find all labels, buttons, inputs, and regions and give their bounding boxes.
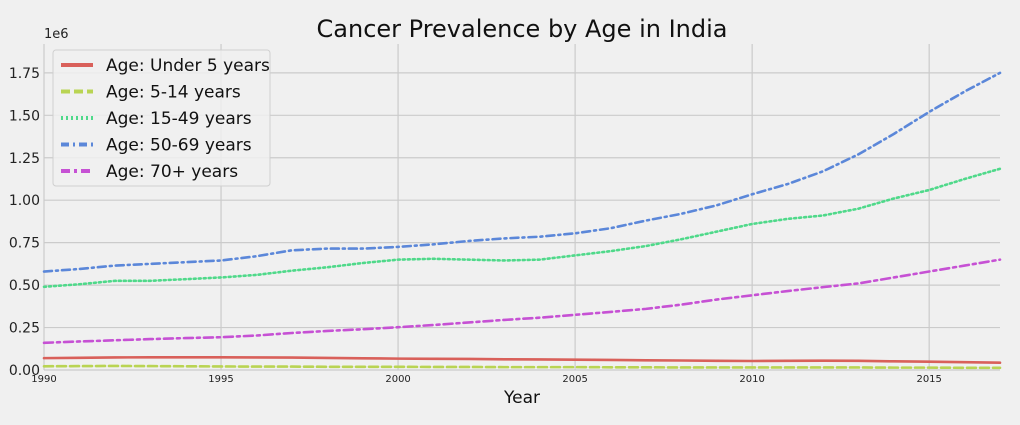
y-tick-label: 1.25 [9, 151, 40, 167]
series-line [42, 71, 1002, 273]
y-tick-label: 0.50 [9, 278, 40, 294]
legend-box [52, 49, 271, 187]
series-line [42, 364, 1002, 370]
x-tick-label: 1990 [31, 374, 56, 385]
x-tick-label: 2015 [916, 374, 941, 385]
x-axis-label: Year [503, 388, 540, 408]
legend-label: Age: 5-14 years [106, 83, 241, 103]
y-offset-text: 1e6 [44, 27, 69, 42]
x-tick-label: 2010 [739, 374, 764, 385]
x-tick-labels: 1990 1995 2000 2005 2010 2015 [31, 374, 942, 385]
legend-label: Age: 70+ years [106, 162, 238, 182]
series-line [42, 355, 1002, 364]
series-line [42, 258, 1002, 345]
legend-label: Age: 15-49 years [106, 109, 252, 129]
series-lines [42, 71, 1002, 370]
chart-title: Cancer Prevalence by Age in India [317, 15, 728, 43]
y-tick-label: 0.00 [9, 363, 40, 379]
y-tick-label: 1.50 [9, 108, 40, 124]
legend-label: Age: 50-69 years [106, 136, 252, 156]
series-line [42, 167, 1002, 289]
y-tick-label: 0.75 [9, 236, 40, 252]
y-tick-label: 1.00 [9, 193, 40, 209]
x-tick-label: 1995 [208, 374, 233, 385]
x-tick-label: 2000 [385, 374, 410, 385]
legend-label: Age: Under 5 years [106, 56, 270, 76]
y-tick-label: 1.75 [9, 66, 40, 82]
legend: Age: Under 5 years Age: 5-14 years Age: 15… [52, 49, 271, 187]
y-tick-label: 0.25 [9, 321, 40, 337]
x-tick-label: 2005 [562, 374, 587, 385]
y-tick-labels: 0.00 0.25 0.50 0.75 1.00 1.25 1.50 1.75 [9, 66, 40, 379]
